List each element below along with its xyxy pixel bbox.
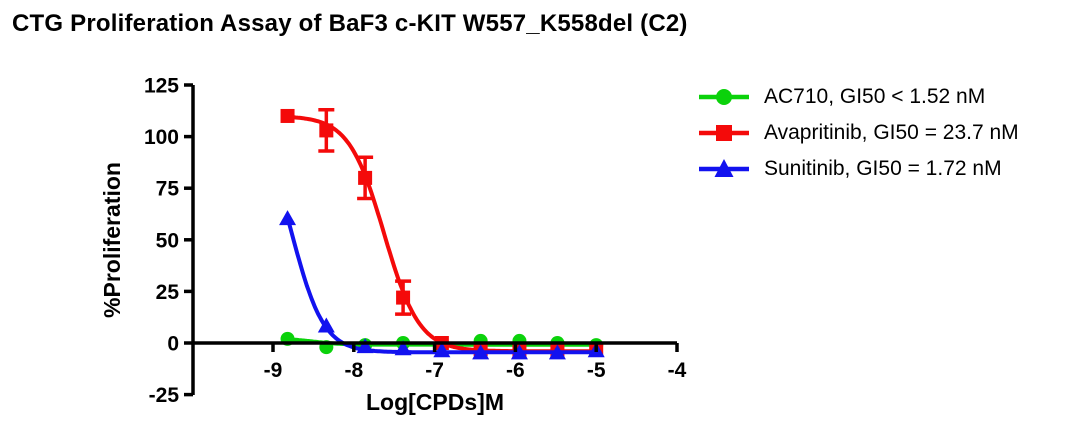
x-tick-label: -7 — [425, 359, 444, 382]
data-layer — [279, 108, 605, 360]
figure-title: CTG Proliferation Assay of BaF3 c-KIT W5… — [12, 10, 688, 37]
x-tick-label: -5 — [587, 359, 606, 382]
marker-triangle — [548, 344, 566, 360]
legend-item-ac710: AC710, GI50 < 1.52 nM — [696, 79, 1019, 115]
legend-label: Avapritinib, GI50 = 23.7 nM — [764, 121, 1019, 144]
marker-triangle — [356, 338, 374, 354]
legend-item-sunitinib: Sunitinib, GI50 = 1.72 nM — [696, 151, 1019, 187]
series-avapritinib — [280, 108, 604, 359]
marker-triangle — [279, 210, 297, 226]
marker-triangle — [472, 344, 490, 360]
marker-square — [358, 170, 373, 185]
marker-square — [319, 123, 334, 138]
legend-marker-circle-icon — [699, 89, 749, 105]
y-tick-label: 50 — [156, 229, 179, 252]
x-tick-label: -6 — [506, 359, 525, 382]
y-tick-label: 25 — [156, 281, 180, 304]
y-tick-label: 100 — [144, 126, 179, 149]
marker-triangle — [433, 342, 451, 358]
marker-triangle — [394, 340, 412, 356]
x-tick-label: -8 — [344, 359, 363, 382]
y-axis-label: %Proliferation — [99, 162, 125, 318]
legend-label: AC710, GI50 < 1.52 nM — [764, 85, 986, 108]
y-tick-label: 125 — [144, 75, 179, 98]
series-sunitinib — [279, 210, 605, 360]
legend: AC710, GI50 < 1.52 nM Avapritinib, GI50 =… — [696, 79, 1019, 187]
legend-marker-triangle-icon — [699, 159, 749, 177]
x-axis-label: Log[CPDs]M — [366, 389, 504, 415]
y-tick-label: 0 — [167, 333, 179, 356]
axes-layer: 125 100 75 50 25 0 -25 -9 -8 -7 -6 -5 -4 — [144, 75, 687, 408]
legend-marker-square-icon — [699, 125, 749, 141]
marker-triangle — [317, 317, 335, 333]
marker-triangle — [510, 344, 528, 360]
y-tick-label: -25 — [149, 384, 180, 407]
y-tick-label: 75 — [156, 178, 180, 201]
x-tick-label: -9 — [264, 359, 283, 382]
marker-square — [280, 108, 295, 123]
x-tick-label: -4 — [668, 359, 687, 382]
legend-item-avapritinib: Avapritinib, GI50 = 23.7 nM — [696, 115, 1019, 151]
legend-label: Sunitinib, GI50 = 1.72 nM — [764, 157, 1002, 180]
marker-square — [396, 290, 411, 305]
